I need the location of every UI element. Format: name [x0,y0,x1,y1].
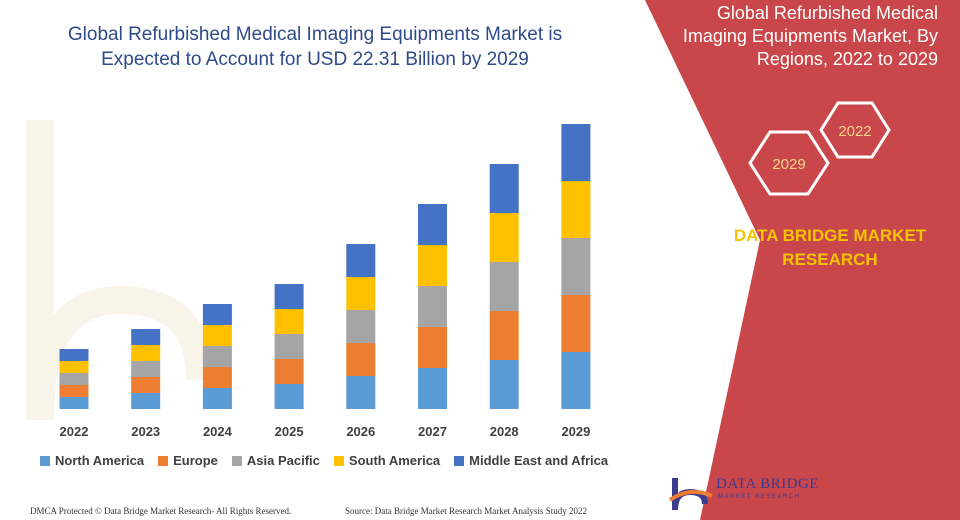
bar-segment-2026-south-america [346,277,376,310]
side-panel-title-line-1: Global Refurbished Medical [716,3,938,23]
stacked-bar-chart: 2022 2023 2024 2025 2026 2027 2028 2029 [59,124,591,439]
x-tick-label: 2027 [418,424,447,439]
logo-name: DATA BRIDGE [716,476,820,492]
hexagon-2029-icon: 2029 [748,130,830,196]
legend-item: South America [333,453,441,468]
bar-segment-2028-north-america [489,360,519,409]
brand-name-line-1: DATA BRIDGE MARKET [733,226,927,245]
chart-title-line-1: Global Refurbished Medical Imaging Equip… [67,24,563,45]
bar-segment-2025-asia-pacific [274,334,304,359]
brand-name-line-2: RESEARCH [782,250,878,269]
bar-segment-2029-europe [561,295,591,352]
chart-legend: North America Europe Asia Pacific South Ame… [40,453,640,468]
bar-segment-2023-europe [131,377,161,393]
copyright-notice: DMCA Protected © Data Bridge Market Rese… [30,506,292,516]
legend-swatch [333,455,344,466]
bar-segment-2028-europe [489,311,519,360]
source-note: Source: Data Bridge Market Research Mark… [345,506,587,516]
bar-segment-2023-north-america [131,393,161,409]
legend-label: South America [348,453,441,468]
bar-segment-2027-middle-east-and-africa [418,204,447,245]
bar-segment-2025-middle-east-and-africa [274,284,304,309]
bar-segment-2029-north-america [561,352,591,409]
bar-segment-2024-south-america [202,325,232,346]
legend-swatch [231,455,242,466]
bar-segment-2022-europe [59,385,89,397]
bar-segment-2027-north-america [418,368,447,409]
bar-segment-2029-asia-pacific [561,238,591,295]
hexagon-2022-icon: 2022 [819,101,891,159]
legend-label: North America [55,453,145,468]
bar-segment-2028-south-america [489,213,519,262]
bar-segment-2027-asia-pacific [418,286,447,327]
chart-title-line-2: Expected to Account for USD 22.31 Billio… [101,49,529,70]
bar-segment-2022-north-america [59,397,89,409]
bar-segment-2022-middle-east-and-africa [59,349,89,361]
bar-segment-2026-north-america [346,376,376,409]
bar-segment-2025-south-america [274,309,304,334]
x-tick-label: 2028 [490,424,519,439]
bar-segment-2023-asia-pacific [131,361,161,377]
legend-item: Middle East and Africa [454,453,608,468]
bar-segment-2022-south-america [59,361,89,373]
x-tick-label: 2029 [561,424,590,439]
bar-segment-2026-middle-east-and-africa [346,244,376,277]
x-tick-label: 2025 [275,424,304,439]
bar-segment-2026-europe [346,343,376,376]
legend-label: Middle East and Africa [469,453,609,468]
bar-segment-2028-middle-east-and-africa [489,164,519,213]
legend-item: Europe [158,453,218,468]
x-tick-label: 2023 [131,424,160,439]
bar-segment-2029-south-america [561,181,591,238]
bar-segment-2027-europe [418,327,447,368]
svg-text:2022: 2022 [838,123,871,140]
bar-segment-2024-europe [202,367,232,388]
bar-segment-2028-asia-pacific [489,262,519,311]
bar-segment-2025-europe [274,359,304,384]
x-tick-label: 2026 [346,424,375,439]
x-tick-label: 2022 [60,424,89,439]
legend-label: Europe [173,453,218,468]
legend-label: Asia Pacific [246,453,320,468]
x-tick-label: 2024 [203,424,233,439]
bar-segment-2025-north-america [274,384,304,409]
bar-segment-2027-south-america [418,245,447,286]
bar-segment-2024-middle-east-and-africa [202,304,232,325]
bar-segment-2023-south-america [131,345,161,361]
side-panel-title: Global Refurbished Medical Imaging Equip… [638,2,938,71]
bar-segment-2026-asia-pacific [346,310,376,343]
chart-title: Global Refurbished Medical Imaging Equip… [40,22,590,72]
logo-subtitle: MARKET RESEARCH [718,494,801,500]
svg-text:2029: 2029 [772,156,805,173]
legend-swatch [454,455,465,466]
data-bridge-logo-icon [668,478,713,511]
bar-segment-2022-asia-pacific [59,373,89,385]
legend-item: North America [40,453,144,468]
bar-segment-2023-middle-east-and-africa [131,329,161,345]
legend-item: Asia Pacific [231,453,320,468]
side-panel-title-line-3: Regions, 2022 to 2029 [756,49,938,69]
bar-segment-2024-asia-pacific [202,346,232,367]
bar-segment-2024-north-america [202,388,232,409]
side-panel-title-line-2: Imaging Equipments Market, By [682,26,938,46]
legend-swatch [40,455,50,466]
bar-segment-2029-middle-east-and-africa [561,124,591,181]
brand-name: DATA BRIDGE MARKET RESEARCH [720,224,940,272]
legend-swatch [158,455,169,466]
